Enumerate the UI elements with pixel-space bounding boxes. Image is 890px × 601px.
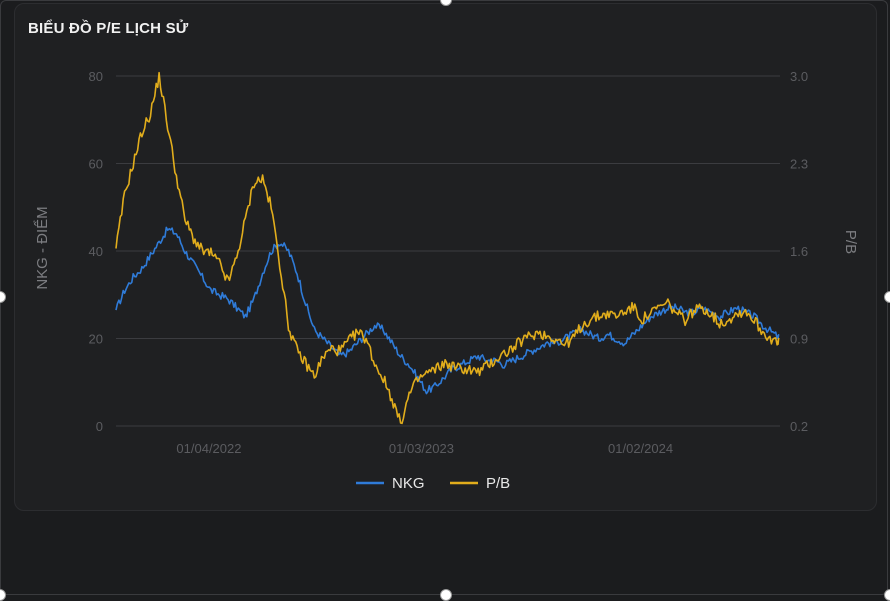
left-tick-label: 20: [89, 332, 103, 347]
series-line-pb: [115, 71, 780, 425]
x-tick-label: 01/03/2023: [389, 441, 454, 456]
series-lines: [115, 71, 780, 425]
left-tick-label: 0: [96, 419, 103, 434]
resize-handle-right[interactable]: [884, 291, 890, 303]
legend: NKG P/B: [356, 475, 510, 492]
left-axis-ticks: 0 20 40 60 80: [89, 69, 103, 434]
resize-handle-bottom[interactable]: [440, 589, 452, 601]
right-tick-label: 3.0: [790, 69, 808, 84]
right-tick-label: 2.3: [790, 157, 808, 172]
legend-pb-label[interactable]: P/B: [486, 475, 510, 492]
legend-nkg-label[interactable]: NKG: [392, 475, 425, 492]
right-axis-label: P/B: [842, 230, 859, 254]
right-tick-label: 0.2: [790, 419, 808, 434]
grid-lines: [116, 75, 780, 427]
left-tick-label: 40: [89, 244, 103, 259]
chart-title: BIỂU ĐỒ P/E LỊCH SỬ: [28, 20, 189, 37]
resize-handle-bottom-right[interactable]: [884, 589, 890, 601]
left-tick-label: 60: [89, 157, 103, 172]
x-tick-label: 01/02/2024: [608, 441, 673, 456]
x-tick-label: 01/04/2022: [176, 441, 241, 456]
right-tick-label: 0.9: [790, 332, 808, 347]
left-tick-label: 80: [89, 69, 103, 84]
right-axis-ticks: 0.2 0.9 1.6 2.3 3.0: [790, 69, 808, 434]
left-axis-label: NKG - ĐIỂM: [33, 206, 51, 289]
right-tick-label: 1.6: [790, 244, 808, 259]
x-axis-ticks: 01/04/2022 01/03/2023 01/02/2024: [176, 441, 673, 456]
